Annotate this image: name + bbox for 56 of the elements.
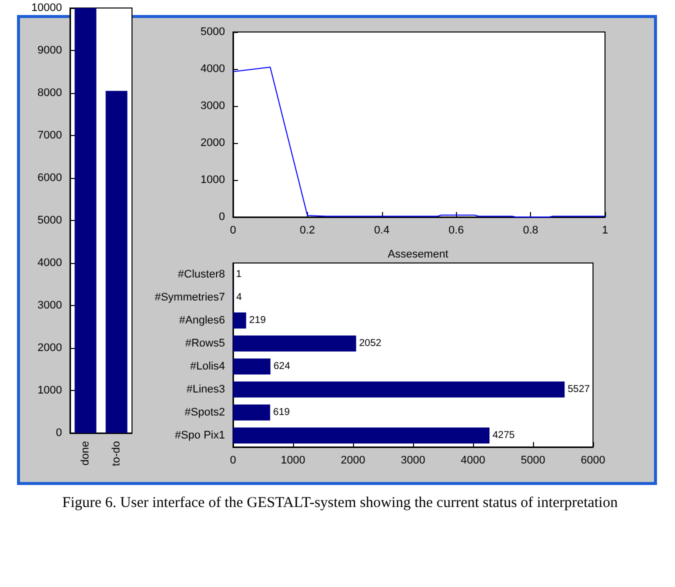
x-tick-label: 6000 [580, 454, 606, 466]
y-tick-label: #Spots2 [184, 406, 225, 418]
x-tick-label: 0.4 [374, 224, 390, 236]
x-tick-label: 0.8 [522, 224, 538, 236]
x-tick-label: 0 [230, 224, 236, 236]
data-label: 624 [273, 361, 291, 372]
data-label: 619 [273, 407, 290, 418]
y-tick-label: 1000 [38, 384, 62, 396]
x-tick-label: 1 [602, 224, 608, 236]
y-tick-label: 0 [218, 211, 225, 223]
bar [233, 404, 270, 421]
caption: Figure 6. User interface of the GESTALT-system showing the current status of interpretation [61, 494, 619, 513]
x-tick-label: 3000 [400, 454, 426, 466]
data-label: 4 [236, 292, 242, 303]
y-tick-label: 4000 [38, 257, 62, 269]
data-label: 1 [236, 269, 242, 280]
x-tick-label: 0.6 [448, 224, 464, 236]
y-tick-label: 2000 [38, 342, 62, 354]
data-label: 4275 [492, 430, 516, 441]
x-tick-label: 4000 [460, 454, 486, 466]
y-tick-label: 2000 [200, 137, 225, 149]
y-tick-label: #Spo Pix1 [174, 430, 225, 442]
data-label: 5527 [568, 384, 590, 395]
y-tick-label: 3000 [200, 100, 225, 112]
x-tick-label: 1000 [280, 454, 306, 466]
y-tick-label: 5000 [200, 26, 225, 38]
x-tick-label: done [80, 441, 92, 466]
y-tick-label: 8000 [38, 87, 62, 99]
y-tick-label: 6000 [38, 172, 62, 184]
x-tick-label: 5000 [520, 454, 546, 466]
y-tick-label: 0 [56, 427, 62, 439]
y-tick-label: 4000 [200, 63, 225, 75]
x-tick-label: 2000 [340, 454, 366, 466]
y-tick-label: 9000 [38, 44, 62, 56]
y-tick-label: #Lines3 [186, 384, 225, 396]
y-tick-label: #Cluster8 [178, 268, 225, 280]
y-tick-label: 5000 [38, 214, 62, 226]
x-tick-label: 0.2 [300, 224, 316, 236]
y-tick-label: #Symmetries7 [154, 292, 225, 304]
y-tick-label: 10000 [31, 2, 62, 14]
y-tick-label: 3000 [38, 300, 62, 312]
y-tick-label: 7000 [38, 130, 62, 142]
bar [233, 312, 246, 329]
data-label: 2052 [359, 338, 382, 349]
y-tick-label: #Rows5 [185, 338, 225, 350]
bar [233, 335, 356, 352]
data-label: 219 [249, 315, 266, 326]
y-tick-label: #Angles6 [179, 314, 225, 326]
bar [233, 427, 490, 444]
bar [233, 381, 565, 398]
x-tick-label: to-do [110, 441, 122, 466]
x-tick-label: 0 [230, 454, 236, 466]
y-tick-label: #Lolis4 [190, 360, 225, 372]
bar [233, 358, 270, 375]
y-tick-label: 1000 [200, 174, 225, 186]
chart-title: Assesement [388, 248, 448, 260]
